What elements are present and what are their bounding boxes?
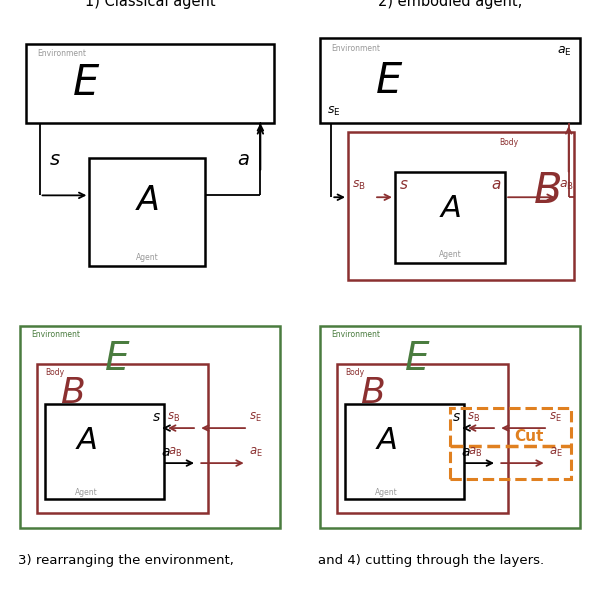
Text: Environment: Environment: [331, 44, 380, 53]
Bar: [320, 38, 580, 123]
Bar: [45, 404, 164, 499]
Bar: [348, 132, 574, 280]
Text: Agent: Agent: [75, 488, 98, 497]
Text: Agent: Agent: [439, 250, 461, 259]
Text: $a_{\rm E}$: $a_{\rm E}$: [250, 445, 263, 458]
Text: Agent: Agent: [136, 253, 158, 262]
Text: Environment: Environment: [37, 49, 86, 58]
Text: $s_{\rm B}$: $s_{\rm B}$: [352, 178, 366, 192]
Bar: [89, 158, 205, 266]
Text: $s_{\rm E}$: $s_{\rm E}$: [250, 410, 262, 423]
Text: $A$: $A$: [135, 184, 160, 217]
Text: Agent: Agent: [375, 488, 398, 497]
Text: and 4) cutting through the layers.: and 4) cutting through the layers.: [318, 554, 544, 568]
Text: $s$: $s$: [452, 410, 461, 423]
Text: $A$: $A$: [376, 426, 398, 455]
Text: $s_{\rm B}$: $s_{\rm B}$: [467, 410, 479, 423]
Text: Body: Body: [500, 138, 519, 146]
Text: $E$: $E$: [404, 340, 430, 378]
Text: $s$: $s$: [49, 150, 61, 169]
Text: $s_{\rm E}$: $s_{\rm E}$: [327, 104, 341, 117]
Text: $a_{\rm B}$: $a_{\rm B}$: [168, 445, 182, 458]
Text: $a_{\rm E}$: $a_{\rm E}$: [557, 45, 571, 58]
Text: 2) embodied agent,: 2) embodied agent,: [378, 0, 522, 9]
Text: $a$: $a$: [161, 445, 170, 458]
Bar: [337, 364, 508, 512]
Bar: [26, 44, 274, 123]
Text: $B$: $B$: [533, 170, 560, 212]
Text: $a$: $a$: [461, 445, 470, 458]
Text: 1) Classical agent: 1) Classical agent: [85, 0, 215, 9]
Bar: [37, 364, 208, 512]
Text: Body: Body: [45, 368, 64, 377]
Text: $B$: $B$: [361, 376, 385, 410]
Text: Cut: Cut: [514, 429, 544, 444]
Bar: [395, 172, 505, 263]
Text: $a_{\rm B}$: $a_{\rm B}$: [559, 178, 574, 192]
Text: $a$: $a$: [491, 177, 501, 192]
Bar: [345, 404, 464, 499]
Text: 3) rearranging the environment,: 3) rearranging the environment,: [18, 554, 234, 568]
Text: $B$: $B$: [61, 376, 85, 410]
Text: Environment: Environment: [331, 330, 380, 339]
Text: $s_{\rm B}$: $s_{\rm B}$: [167, 410, 179, 423]
Text: $s$: $s$: [152, 410, 161, 423]
Text: $a_{\rm E}$: $a_{\rm E}$: [550, 445, 563, 458]
Text: $E$: $E$: [73, 62, 101, 104]
Text: $E$: $E$: [104, 340, 130, 378]
Text: Environment: Environment: [31, 330, 80, 339]
Text: Body: Body: [345, 368, 364, 377]
Text: $s$: $s$: [399, 177, 409, 192]
Text: $A$: $A$: [439, 194, 461, 222]
Text: $s_{\rm E}$: $s_{\rm E}$: [550, 410, 562, 423]
Text: $a$: $a$: [236, 150, 250, 169]
Bar: [450, 408, 571, 479]
Text: $a_{\rm B}$: $a_{\rm B}$: [468, 445, 482, 458]
Text: $A$: $A$: [76, 426, 98, 455]
Text: $E$: $E$: [375, 60, 403, 101]
